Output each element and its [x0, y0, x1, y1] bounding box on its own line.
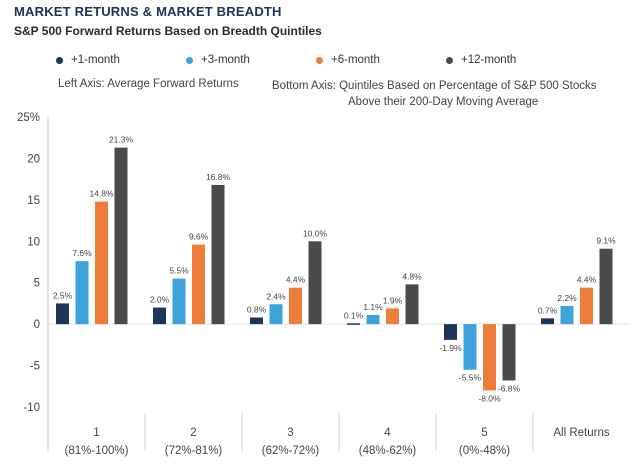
bar-6-month-4: [386, 308, 399, 325]
legend-item-6-month: +6-month: [316, 54, 446, 66]
x-tick-sublabel: (72%-81%): [165, 445, 223, 457]
legend: +1-month +3-month +6-month +12-month: [56, 54, 576, 66]
y-tick-label: 5: [34, 278, 40, 290]
data-label: 14.8%: [89, 189, 114, 199]
data-label: 2.5%: [53, 290, 73, 300]
legend-label-12-month: +12-month: [461, 54, 517, 66]
data-label: -6.8%: [498, 383, 521, 393]
x-tick-sublabel: (62%-72%): [262, 445, 320, 457]
bar-3-month-1: [75, 261, 89, 325]
bar-3-month-3: [269, 304, 283, 325]
bottom-axis-note: Bottom Axis: Quintiles Based on Percenta…: [272, 78, 622, 110]
bar-6-month-3: [289, 287, 302, 325]
data-label: 4.8%: [402, 271, 422, 281]
bar-1-month-1: [56, 303, 69, 325]
bar-3-month-2: [172, 278, 186, 325]
y-tick-label: 10: [27, 236, 40, 248]
bar-12-month-2: [211, 184, 225, 325]
x-tick-label: 1: [93, 427, 99, 439]
bar-1-month-6: [541, 318, 554, 325]
x-tick-label: 5: [481, 427, 487, 439]
legend-swatch-1-month: [56, 56, 63, 64]
data-label: 21.3%: [109, 135, 134, 145]
x-tick-sublabel: (48%-62%): [359, 445, 417, 457]
bottom-axis-note-line2: Above their 200-Day Moving Average: [348, 96, 539, 108]
data-label: 0.7%: [538, 305, 558, 315]
data-label: 7.6%: [72, 248, 92, 258]
bar-1-month-4: [347, 323, 360, 325]
data-label: 0.1%: [344, 310, 364, 320]
x-tick-sublabel: (81%-100%): [65, 445, 129, 457]
legend-label-1-month: +1-month: [71, 54, 120, 66]
bottom-axis-note-line1: Bottom Axis: Quintiles Based on Percenta…: [272, 80, 597, 92]
data-label: -5.5%: [459, 373, 482, 383]
chart-title: MARKET RETURNS & MARKET BREADTH: [14, 4, 282, 19]
left-axis-note: Left Axis: Average Forward Returns: [58, 78, 239, 90]
data-label: 4.4%: [286, 275, 306, 285]
data-label: 0.8%: [247, 305, 267, 315]
bar-6-month-1: [95, 201, 108, 325]
x-tick-label: 3: [287, 427, 293, 439]
data-label: 10.0%: [303, 228, 328, 238]
y-tick-label: 15: [27, 195, 40, 207]
x-tick-label: 4: [384, 427, 391, 439]
data-label: 1.9%: [383, 295, 403, 305]
data-label: 5.5%: [169, 266, 189, 276]
bar-6-month-5: [483, 324, 496, 391]
data-label: 9.1%: [596, 236, 616, 246]
bar-6-month-6: [580, 287, 593, 325]
legend-swatch-3-month: [186, 56, 193, 64]
data-label: 2.0%: [150, 295, 170, 305]
chart-subtitle: S&P 500 Forward Returns Based on Breadth…: [14, 24, 322, 38]
data-label: -1.9%: [439, 343, 462, 353]
bar-3-month-5: [463, 324, 477, 370]
data-label: 1.1%: [363, 302, 383, 312]
data-label: 9.6%: [189, 232, 209, 242]
x-tick-label: All Returns: [553, 427, 609, 439]
bar-12-month-3: [308, 241, 322, 325]
y-tick-label: 25%: [17, 112, 40, 124]
legend-swatch-12-month: [446, 56, 453, 64]
bar-6-month-2: [192, 244, 205, 325]
data-label: 2.2%: [557, 293, 577, 303]
y-tick-label: 20: [27, 153, 40, 165]
data-label: 2.4%: [266, 291, 286, 301]
legend-label-6-month: +6-month: [331, 54, 380, 66]
bar-3-month-6: [560, 305, 574, 325]
bar-12-month-4: [405, 284, 419, 325]
bar-12-month-6: [599, 248, 613, 325]
data-label: 16.8%: [206, 172, 231, 182]
data-label: 4.4%: [577, 275, 597, 285]
legend-item-12-month: +12-month: [446, 54, 576, 66]
x-tick-sublabel: (0%-48%): [459, 445, 510, 457]
legend-item-3-month: +3-month: [186, 54, 316, 66]
bar-1-month-5: [444, 324, 457, 340]
bar-12-month-5: [502, 324, 516, 381]
data-label: -8.0%: [478, 393, 501, 403]
legend-label-3-month: +3-month: [201, 54, 250, 66]
y-tick-label: 0: [34, 319, 40, 331]
bar-3-month-4: [366, 315, 380, 325]
y-tick-label: -5: [30, 361, 40, 373]
y-tick-label: -10: [23, 402, 40, 414]
legend-swatch-6-month: [316, 56, 323, 64]
x-tick-label: 2: [190, 427, 196, 439]
legend-item-1-month: +1-month: [56, 54, 186, 66]
bar-1-month-2: [153, 307, 166, 325]
bar-12-month-1: [114, 147, 128, 325]
bar-1-month-3: [250, 317, 263, 325]
